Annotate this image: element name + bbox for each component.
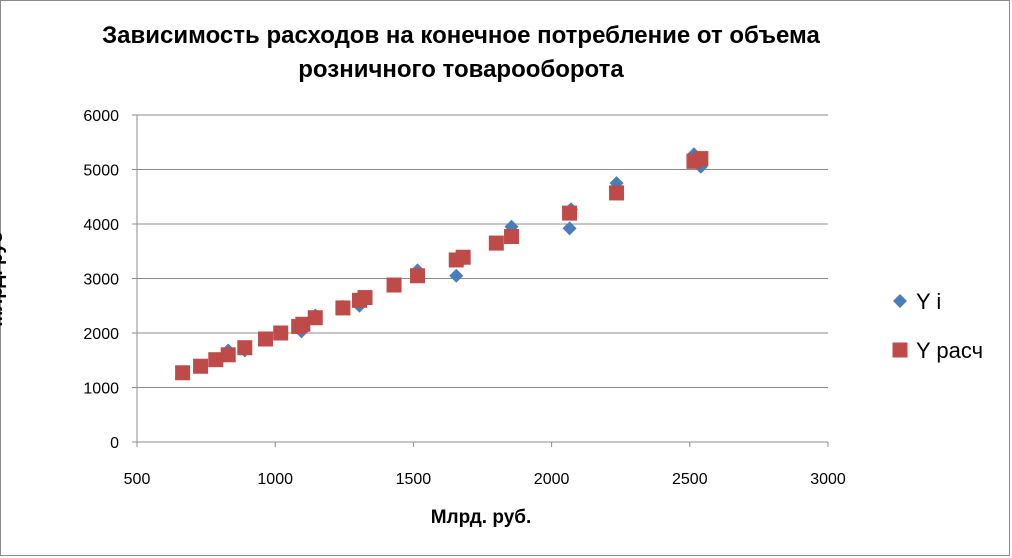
y-tick-label: 0 (110, 435, 119, 452)
data-series (175, 147, 709, 381)
data-point-square (273, 325, 289, 341)
data-point-square (693, 151, 709, 167)
legend-label-1: Y расч (916, 338, 983, 363)
y-tick-label: 2000 (83, 326, 119, 343)
data-point-square (175, 365, 191, 381)
legend-label-0: Y i (916, 289, 941, 314)
legend: Y i Y расч (892, 289, 983, 363)
y-tick-label: 3000 (83, 272, 119, 289)
grid-lines (137, 114, 828, 443)
data-point-square (357, 290, 373, 306)
chart-title-line-1: Зависимость расходов на конечное потребл… (102, 22, 820, 49)
x-axis-label: Млрд. руб. (430, 507, 532, 528)
data-point-square (208, 352, 224, 368)
y-tick-label: 5000 (83, 163, 119, 180)
data-point-square (488, 235, 504, 251)
y-tick-label: 4000 (83, 217, 119, 234)
x-tick-label: 1500 (396, 471, 432, 488)
axes (132, 114, 829, 447)
series-1 (175, 151, 709, 381)
data-point-square (237, 340, 253, 356)
data-point-square (295, 316, 311, 332)
data-point-square (307, 310, 323, 326)
data-point-square (504, 229, 520, 245)
x-tick-label: 3000 (810, 471, 846, 488)
data-point-square (258, 331, 274, 347)
x-tick-label: 2500 (672, 471, 708, 488)
data-point-square (335, 300, 351, 316)
data-point-diamond (449, 268, 464, 283)
data-point-square (220, 347, 236, 363)
chart-title-line-2: розничного товарооборота (298, 56, 624, 83)
data-point-square (193, 358, 209, 374)
series-0 (175, 147, 708, 380)
x-tick-label: 2000 (534, 471, 570, 488)
legend-marker-0 (893, 294, 907, 308)
y-tick-label: 6000 (83, 108, 119, 125)
data-point-square (609, 185, 625, 201)
data-point-square (562, 205, 578, 221)
x-tick-label: 500 (124, 471, 151, 488)
y-tick-label: 1000 (83, 381, 119, 398)
data-point-square (410, 268, 426, 284)
y-axis-label: Млрд. руб (0, 231, 7, 327)
chart-title: Зависимость расходов на конечное потребл… (101, 19, 821, 87)
legend-marker-1 (892, 342, 908, 358)
data-point-diamond (562, 221, 577, 236)
tick-labels: 0 1000 2000 3000 4000 5000 6000 500 1000 1500 2000… (83, 108, 845, 488)
data-point-square (386, 277, 402, 293)
data-point-square (455, 249, 471, 265)
x-tick-label: 1000 (257, 471, 293, 488)
